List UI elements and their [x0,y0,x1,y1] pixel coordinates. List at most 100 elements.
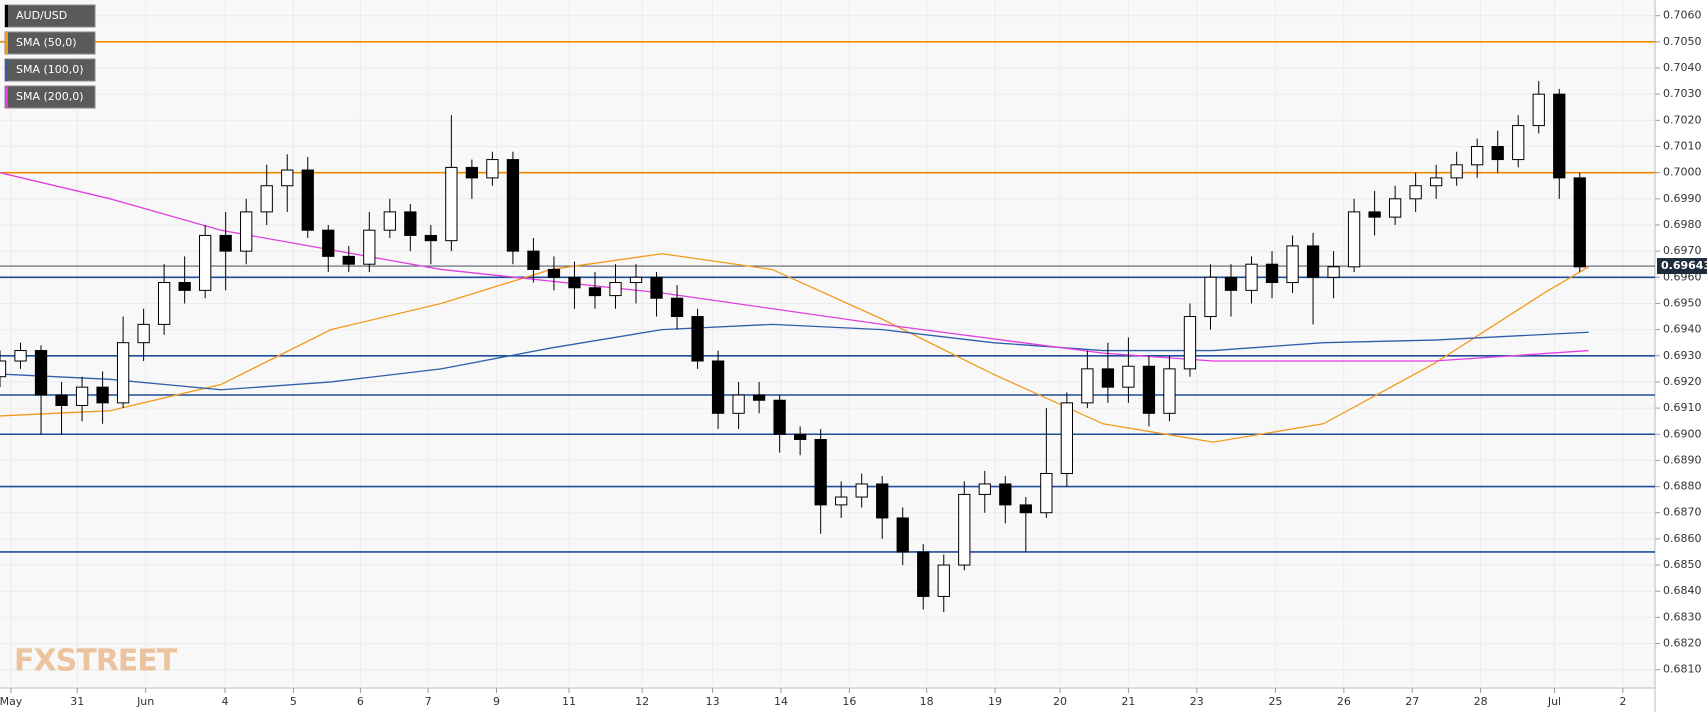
candle-body [814,438,827,506]
x-tick-label: 11 [562,695,576,708]
candle-body [1491,145,1504,161]
legend-label: SMA (50,0) [16,36,77,49]
y-tick-label: 0.6850 [1663,558,1702,571]
legend-label: SMA (100,0) [16,63,84,76]
candle-body [199,234,212,291]
y-tick-label: 0.6940 [1663,323,1702,336]
candle-body [1265,263,1279,284]
candle-body [1122,365,1135,388]
x-tick-label: 26 [1337,695,1351,708]
last-price-label: 0.69643 [1661,259,1707,272]
axes: 0.7060 0.7050 0.7040 0.7030 0.7020 0.7010 0.70… [0,9,1707,708]
candle-body [1450,164,1463,179]
candle-body [445,166,458,242]
candle-body [711,360,725,414]
x-tick-label: 12 [635,695,649,708]
candle-body [670,297,684,318]
y-tick-label: 0.6830 [1663,610,1702,623]
y-tick-label: 0.6970 [1663,244,1702,257]
candle-body [1183,316,1197,370]
candle-body [999,483,1012,506]
candle-body [506,159,520,252]
y-tick-label: 0.7060 [1663,9,1702,22]
candle-body [14,350,27,362]
candle-body [629,276,643,284]
candle-body [178,282,191,291]
x-tick-label: 27 [1405,695,1419,708]
y-tick-label: 0.6820 [1663,637,1702,650]
y-tick-label: 0.6870 [1663,506,1702,519]
candle-body [1286,245,1299,284]
candle-body [609,282,622,297]
candle-body [0,360,7,378]
legend-label: AUD/USD [16,9,67,22]
candle-body [260,185,273,213]
candle-body [937,564,950,597]
y-tick-label: 0.6930 [1663,349,1702,362]
candle-body [157,282,171,325]
x-tick-label: 19 [988,695,1002,708]
legend-swatch [5,5,8,27]
candle-body [978,483,991,495]
x-tick-label: 21 [1121,695,1135,708]
candle-body [240,211,253,252]
x-tick-label: 28 [1474,695,1488,708]
candle-body [465,166,479,179]
sma-line [0,172,1589,362]
candle-body [301,169,314,231]
y-tick-label: 0.6900 [1663,427,1702,440]
y-tick-label: 0.6910 [1663,401,1702,414]
candle-body [281,169,294,187]
candle-body [424,234,437,242]
candle-body [322,229,335,257]
x-tick-label: 4 [221,695,228,708]
candle-body [835,496,848,506]
candle-body [219,234,232,252]
candle-body [1040,472,1053,514]
candle-body [1101,368,1115,388]
candle-body [527,250,540,270]
x-tick-label: May [0,695,23,708]
candle-body [1019,504,1032,514]
y-tick-label: 0.6860 [1663,532,1702,545]
x-tick-label: 23 [1190,695,1204,708]
y-tick-label: 0.7010 [1663,139,1702,152]
candle-body [547,268,561,278]
candle-body [486,159,499,179]
candle-body [1081,368,1094,404]
candle-body [958,493,971,566]
levels [0,41,1655,553]
candle-body [137,323,150,344]
candle-body [404,211,417,236]
x-tick-label: 16 [842,695,856,708]
y-tick-label: 0.6990 [1663,192,1702,205]
y-tick-label: 0.6920 [1663,375,1702,388]
sma-lines [0,172,1589,443]
x-tick-label: 31 [70,695,84,708]
candle-body [1347,211,1361,268]
candle-body [383,211,396,231]
candle-body [116,342,130,404]
x-tick-label: 20 [1053,695,1067,708]
x-tick-label: 7 [425,695,432,708]
candle-body [794,433,807,440]
x-tick-label: Jul [1547,695,1561,708]
candle-body [1430,177,1443,187]
watermark: FXSTREET [14,644,178,679]
y-tick-label: 0.6890 [1663,453,1702,466]
y-tick-label: 0.6950 [1663,296,1702,309]
legend-swatch [5,59,8,81]
candle-body [1409,185,1422,200]
candle-body [1245,263,1258,291]
candle-body [1368,211,1381,218]
candle-body [1327,266,1340,278]
candle-body [1306,245,1320,278]
candles [0,81,1586,613]
candle-body [1512,125,1525,161]
candle-body [1224,276,1238,291]
candle-body [34,350,48,396]
x-tick-label: 14 [774,695,788,708]
x-tick-label: 9 [493,695,500,708]
candle-body [1553,93,1566,179]
legend-swatch [5,32,8,54]
